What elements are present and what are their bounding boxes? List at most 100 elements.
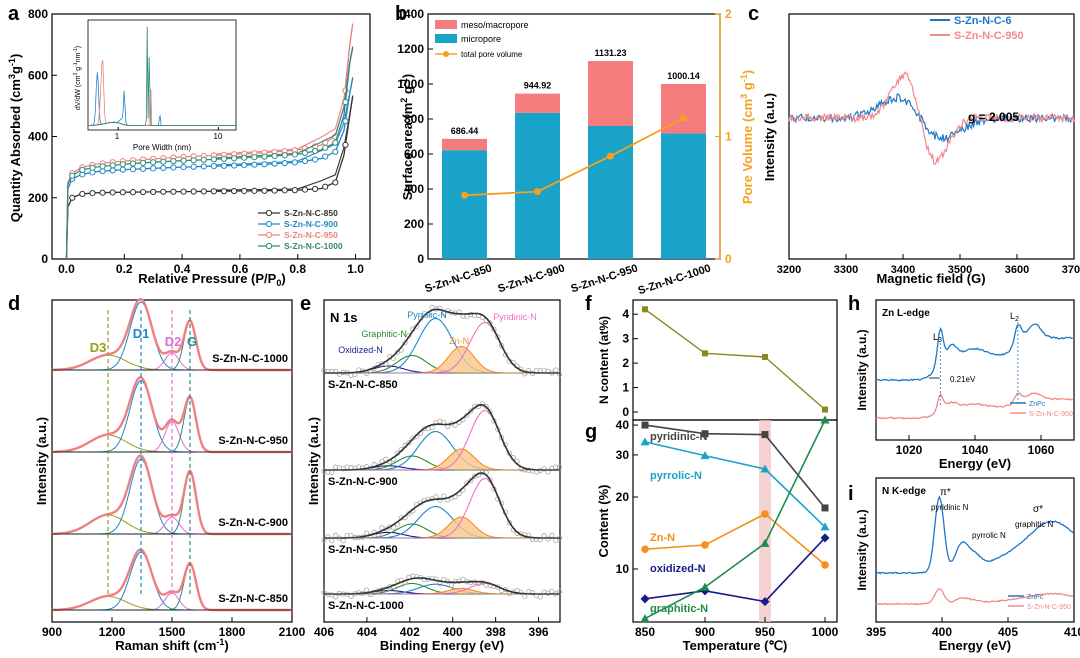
bar-mesopore (588, 61, 633, 126)
y2-tick-label: 1 (725, 130, 732, 144)
legend-h2: S-Zn-N-C-950 (1029, 411, 1073, 418)
panel-d-xlabel: Raman shift (cm-1) (115, 637, 229, 653)
panel-a-legend: S-Zn-N-C-850S-Zn-N-C-900S-Zn-N-C-950S-Zn… (258, 208, 343, 251)
isotherm-marker (190, 163, 197, 170)
marker (640, 437, 650, 446)
isotherm-marker (261, 187, 268, 194)
data-point (379, 361, 385, 367)
isotherm-marker (119, 161, 126, 168)
xas-line-S-Zn-N-C-950 (875, 588, 1074, 606)
panel-c-ylabel: Intensity (a.u.) (762, 93, 777, 181)
y-tick-label: 40 (616, 418, 630, 432)
isotherm-marker (281, 159, 288, 167)
marker (821, 561, 829, 569)
panel-b: b 0 200 400 600 800 1000 1200 1400 0 1 2 686.44 S-Z… (395, 3, 755, 297)
panel-a-inset: Pore Width (nm) 1 10 dV/dW (cm3 g-1nm-1) (73, 19, 237, 152)
data-point (491, 326, 497, 333)
marker (820, 415, 830, 424)
isotherm-marker (170, 164, 177, 171)
fill-Zn-N (324, 517, 560, 538)
panel-g-letter: g (585, 421, 597, 443)
y-tick-label: 800 (28, 7, 48, 21)
isotherm-marker (342, 141, 349, 149)
isotherm-marker (332, 179, 339, 186)
panel-e-ylabel: Intensity (a.u.) (306, 417, 321, 505)
y-tick-label: 600 (28, 68, 48, 82)
data-point (541, 466, 547, 472)
x-tick-label: 900 (42, 625, 62, 639)
isotherm-marker (241, 187, 248, 195)
x-tick-label: 410 (1064, 625, 1080, 639)
data-point (549, 532, 555, 538)
isotherm-marker (231, 162, 238, 169)
legend-marker (265, 209, 273, 217)
legend-c2: S-Zn-N-C-950 (954, 30, 1024, 42)
isotherm-marker (200, 156, 207, 163)
panel-b-axes: 0 200 400 600 800 1000 1200 1400 0 1 2 (397, 7, 732, 266)
y-tick-label: 10 (616, 562, 630, 576)
y-tick-label: 30 (616, 448, 630, 462)
data-point (340, 538, 346, 544)
pore-volume-marker (534, 188, 541, 196)
legend-marker (265, 220, 273, 228)
isotherm-marker (150, 188, 157, 196)
isotherm-marker (231, 155, 238, 162)
data-point (487, 409, 493, 415)
isotherm-marker (210, 156, 217, 163)
content-line-pyridinic-N (644, 424, 826, 509)
panel-a: a 0.0 0.2 0.4 0.6 0.8 1.0 0 200 400 600 800 Relati… (7, 3, 371, 288)
n-content-marker (822, 406, 828, 413)
peak-label-D1: D1 (133, 326, 150, 341)
isotherm-marker (342, 98, 349, 106)
panel-a-ylabel: Quantity Absorbed (cm3g-1) (7, 54, 23, 223)
content-line-pyrrolic-N (644, 441, 826, 528)
isotherm-marker (210, 163, 217, 170)
panel-a-axes: 0.0 0.2 0.4 0.6 0.8 1.0 0 200 400 600 800 (28, 7, 364, 276)
isotherm-marker (261, 153, 268, 160)
fill-Zn-N (324, 449, 560, 470)
isotherm-marker (170, 188, 177, 195)
marker (641, 545, 649, 553)
x-tick-label: 0.2 (116, 262, 133, 276)
x-tick-label: 1200 (99, 625, 126, 639)
y-tick-label: 0 (417, 252, 424, 266)
isotherm-marker (150, 165, 157, 172)
data-point (433, 494, 439, 500)
isotherm-marker (271, 187, 278, 194)
isotherm-marker (251, 154, 258, 161)
isotherm-marker (322, 153, 329, 160)
content-line-oxidized-N (644, 537, 826, 603)
data-point (499, 343, 505, 349)
panel-c-xlabel: Magnetic field (G) (876, 271, 985, 286)
panel-e-letter: e (300, 293, 311, 315)
x-tick-label: 0.8 (289, 262, 306, 276)
n-content-line (644, 308, 826, 411)
panel-g-series: pyridinic-N pyrrolic-N Zn-N oxidized-N graph… (640, 415, 830, 623)
isotherm-marker (322, 144, 329, 151)
panel-b-line (461, 114, 687, 199)
y-tick-label: 200 (28, 191, 48, 205)
x-tick-label: 402 (400, 625, 420, 639)
legend-c1: S-Zn-N-C-6 (954, 15, 1011, 27)
bar-mesopore (515, 93, 560, 113)
isotherm-marker (139, 159, 147, 166)
legend-label: S-Zn-N-C-900 (284, 219, 338, 229)
isotherm-marker (291, 159, 298, 166)
panel-f-letter: f (585, 293, 592, 315)
isotherm-marker (220, 162, 228, 169)
y-tick-label: 1 (622, 381, 629, 395)
isotherm-marker (180, 157, 187, 164)
panel-g: g 850 900 950 1000 10 20 30 40 pyridinic-N pyrro… (585, 415, 839, 653)
marker (640, 594, 650, 604)
panel-d-axes: 900 1200 1500 1800 2100 (42, 617, 306, 639)
data-point (553, 367, 559, 373)
data-point (479, 401, 485, 407)
data-point (483, 404, 489, 410)
x-tick-label: 3400 (891, 264, 915, 276)
sample-label: S-Zn-N-C-850 (218, 593, 288, 605)
panel-c: c 3200 3300 3400 3500 3600 3700 S-Zn-N-C-6 S-… (748, 3, 1080, 286)
isotherm-marker (79, 190, 86, 198)
x-tick-label: 3700 (1062, 264, 1080, 276)
y-tick-label: 1000 (397, 77, 424, 91)
epr-line-S-Zn-N-C-6 (788, 93, 1075, 144)
